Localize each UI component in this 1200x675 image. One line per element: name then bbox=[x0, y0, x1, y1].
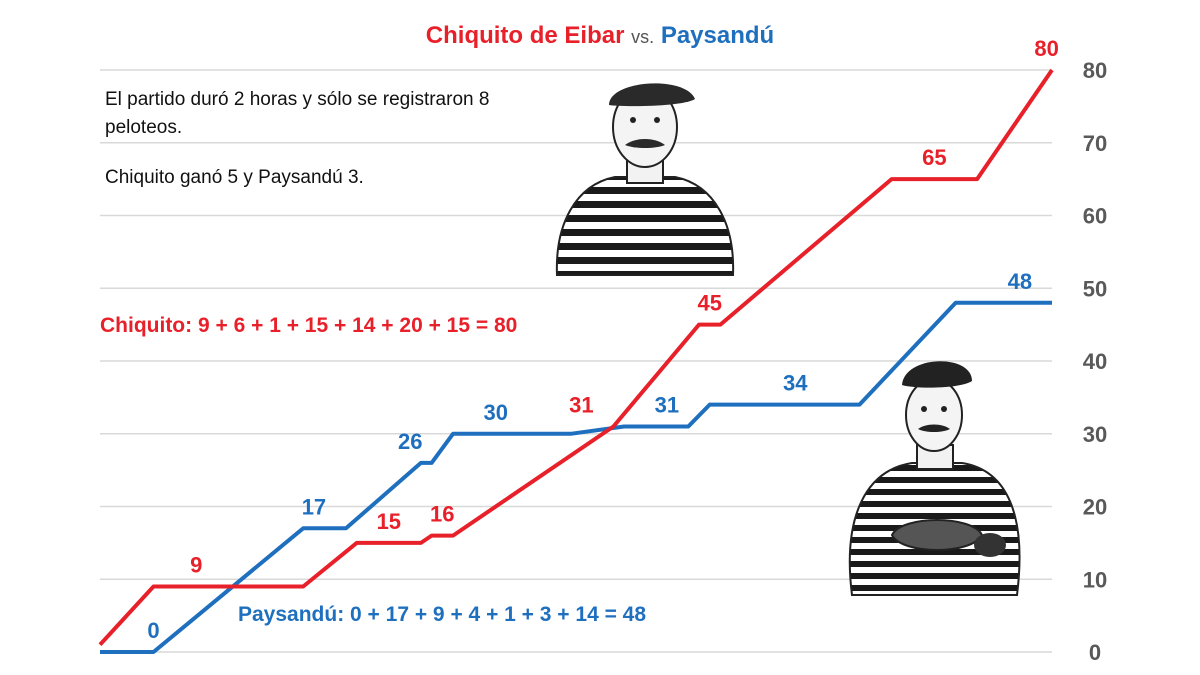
y-tick-label: 70 bbox=[1083, 131, 1107, 156]
y-tick-label: 10 bbox=[1083, 567, 1107, 592]
title-chiquito: Chiquito de Eibar bbox=[425, 22, 625, 49]
match-note: El partido duró 2 horas y sólo se regist… bbox=[105, 86, 545, 214]
chiquito-formula: Chiquito: 9 + 6 + 1 + 15 + 14 + 20 + 15 … bbox=[100, 314, 518, 337]
data-labels: 9 15 16 31 45 65 80 0 17 26 30 31 34 48 bbox=[147, 36, 1059, 643]
y-tick-label: 80 bbox=[1083, 58, 1107, 83]
note-result: Chiquito ganó 5 y Paysandú 3. bbox=[105, 167, 364, 188]
chiquito-data-label: 16 bbox=[430, 502, 454, 527]
y-tick-label: 20 bbox=[1083, 495, 1107, 520]
series-lines bbox=[98, 68, 1054, 654]
chart-title: Chiquito de Eibar vs. Paysandú bbox=[0, 22, 1200, 50]
paysandu-data-label: 31 bbox=[655, 392, 679, 417]
y-axis-ticks: 0 10 20 30 40 50 60 70 80 bbox=[1083, 58, 1107, 665]
paysandu-formula: Paysandú: 0 + 17 + 9 + 4 + 1 + 3 + 14 = … bbox=[238, 603, 647, 626]
title-paysandu: Paysandú bbox=[660, 22, 775, 49]
gridlines bbox=[100, 69, 1052, 653]
chiquito-data-label: 65 bbox=[922, 145, 946, 170]
title-vs: vs. bbox=[631, 27, 655, 47]
chiquito-portrait bbox=[555, 83, 735, 276]
chiquito-data-label: 31 bbox=[569, 392, 593, 417]
chiquito-data-label: 80 bbox=[1034, 36, 1058, 61]
chiquito-line bbox=[98, 68, 1054, 647]
paysandu-portrait bbox=[848, 361, 1021, 596]
y-tick-label: 0 bbox=[1089, 640, 1101, 665]
paysandu-data-label: 17 bbox=[302, 494, 326, 519]
y-tick-label: 60 bbox=[1083, 204, 1107, 229]
paysandu-data-label: 26 bbox=[398, 429, 422, 454]
paysandu-line bbox=[100, 300, 1052, 654]
chiquito-data-label: 45 bbox=[697, 291, 721, 316]
paysandu-data-label: 34 bbox=[783, 371, 808, 396]
y-tick-label: 50 bbox=[1083, 276, 1107, 301]
note-duration: El partido duró 2 horas y sólo se regist… bbox=[105, 89, 490, 138]
y-tick-label: 30 bbox=[1083, 422, 1107, 447]
chiquito-data-label: 15 bbox=[377, 509, 401, 534]
paysandu-data-label: 0 bbox=[147, 618, 159, 643]
y-tick-label: 40 bbox=[1083, 349, 1107, 374]
paysandu-data-label: 48 bbox=[1008, 269, 1032, 294]
paysandu-data-label: 30 bbox=[484, 400, 508, 425]
chiquito-data-label: 9 bbox=[190, 553, 202, 578]
